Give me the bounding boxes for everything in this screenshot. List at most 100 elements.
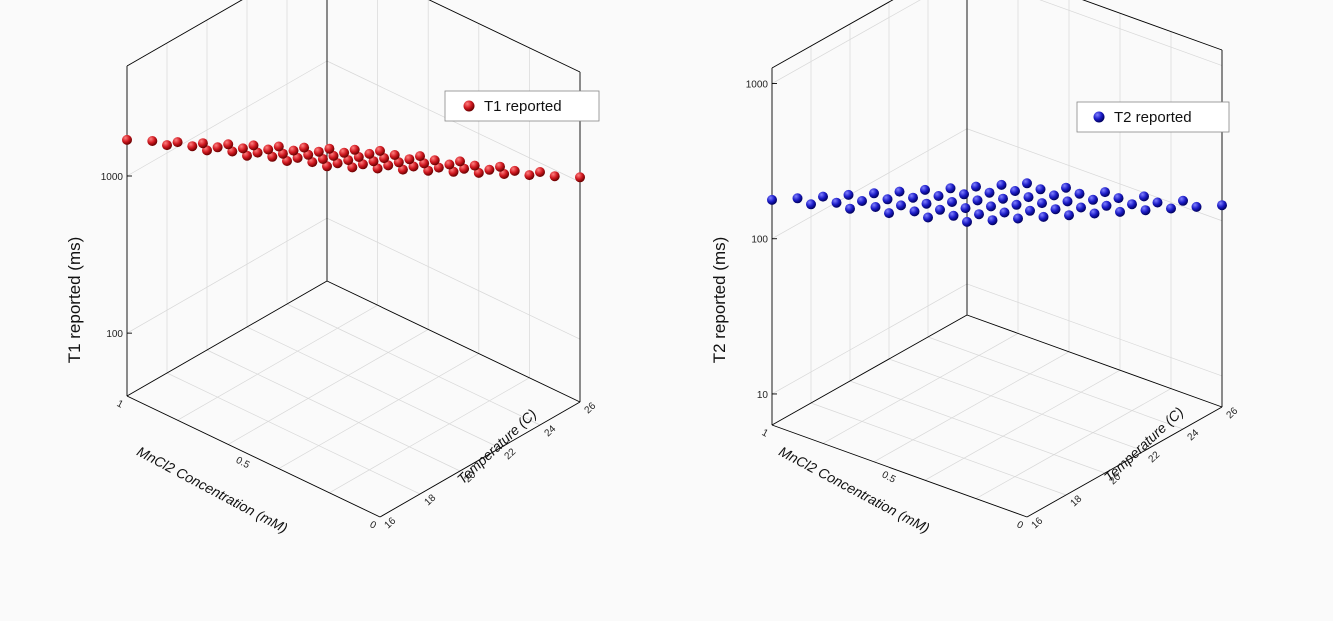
wall-grid-line — [966, 283, 1223, 377]
data-point — [1064, 210, 1074, 221]
floor-grid-line — [810, 402, 1067, 496]
data-point — [263, 144, 274, 155]
data-point — [372, 163, 383, 174]
floor-grid-line — [924, 369, 1121, 481]
data-point — [292, 152, 303, 163]
data-point — [267, 151, 278, 162]
y-axis-title: Temperature (C) — [454, 406, 540, 487]
data-point — [332, 158, 343, 169]
data-point — [1035, 184, 1046, 195]
data-point — [122, 134, 132, 145]
data-point — [375, 145, 385, 156]
data-point — [364, 148, 375, 159]
data-point — [947, 197, 957, 207]
data-point — [1037, 198, 1047, 209]
floor-grid-line — [246, 326, 501, 449]
data-point — [212, 142, 223, 153]
data-point — [368, 156, 379, 167]
data-point — [959, 189, 969, 200]
data-point — [383, 160, 394, 171]
data-point — [909, 206, 920, 217]
data-point — [996, 179, 1007, 190]
data-points — [767, 178, 1227, 227]
data-point — [423, 165, 434, 176]
data-point — [288, 145, 299, 156]
data-point — [818, 191, 828, 202]
data-point — [1088, 194, 1098, 205]
data-point — [1217, 200, 1227, 211]
data-point — [549, 171, 560, 182]
data-point — [935, 204, 945, 215]
data-point — [987, 215, 998, 226]
data-point — [1061, 182, 1071, 193]
data-point — [792, 193, 803, 204]
data-point — [923, 212, 933, 223]
x-axis-title: MnCl2 Concentration (mM) — [776, 443, 932, 536]
data-point — [237, 143, 248, 154]
data-point — [806, 199, 816, 210]
floor-edge — [771, 314, 968, 426]
data-point — [1076, 202, 1086, 213]
grid-lines — [771, 0, 1223, 499]
data-point — [998, 193, 1008, 204]
data-point — [147, 136, 158, 146]
data-point — [1011, 199, 1022, 210]
y-tick-label: 16 — [383, 515, 399, 531]
data-point — [1089, 208, 1100, 219]
data-point — [908, 192, 918, 203]
data-point — [999, 207, 1010, 218]
data-point — [767, 194, 777, 205]
data-point — [197, 138, 208, 149]
floor-grid-line — [228, 329, 429, 445]
data-point — [1022, 178, 1032, 189]
x-axis-title: MnCl2 Concentration (mM) — [134, 443, 290, 536]
legend-label: T2 reported — [1114, 109, 1192, 126]
data-point — [870, 202, 881, 212]
data-point — [845, 203, 855, 214]
data-point — [1178, 195, 1188, 206]
legend: T1 reported — [444, 90, 600, 122]
x-axis-line — [771, 424, 1028, 518]
top-edge — [771, 0, 894, 69]
data-point — [575, 172, 585, 183]
floor-grid-line — [278, 353, 479, 469]
data-point — [894, 186, 905, 197]
data-point — [1023, 192, 1034, 203]
data-point — [322, 161, 332, 172]
data-point — [307, 157, 318, 168]
floor-grid-line — [849, 380, 1106, 474]
floor-grid-line — [286, 303, 541, 426]
data-point — [1050, 204, 1061, 215]
z-axis-title: T2 reported (ms) — [710, 237, 729, 364]
data-point — [313, 146, 324, 157]
data-point — [1166, 203, 1176, 214]
data-point — [1049, 190, 1059, 201]
wall-grid-line — [771, 128, 968, 240]
y-tick-label: 26 — [1225, 405, 1241, 421]
data-point — [1139, 191, 1149, 202]
data-point — [831, 197, 842, 208]
floor-edge — [126, 280, 328, 397]
legend-marker — [463, 100, 475, 112]
y-tick-label: 22 — [1147, 449, 1163, 465]
data-point — [317, 154, 328, 164]
data-point — [857, 196, 867, 206]
wall-grid-line — [326, 60, 581, 183]
data-point — [343, 155, 354, 166]
y-tick-label: 24 — [1186, 427, 1202, 443]
data-point — [429, 155, 440, 166]
data-point — [484, 164, 495, 175]
floor-grid-line — [166, 372, 421, 495]
x-tick-label: 0 — [368, 519, 378, 532]
floor-grid-line — [873, 351, 1070, 463]
data-point — [1101, 200, 1112, 211]
data-point — [339, 147, 350, 158]
data-point — [448, 166, 459, 177]
floor-grid-line — [975, 388, 1172, 499]
floor-edge — [966, 314, 1223, 408]
data-point — [223, 139, 234, 150]
z-tick-label: 100 — [751, 235, 768, 246]
wall-grid-line — [1039, 0, 1223, 66]
